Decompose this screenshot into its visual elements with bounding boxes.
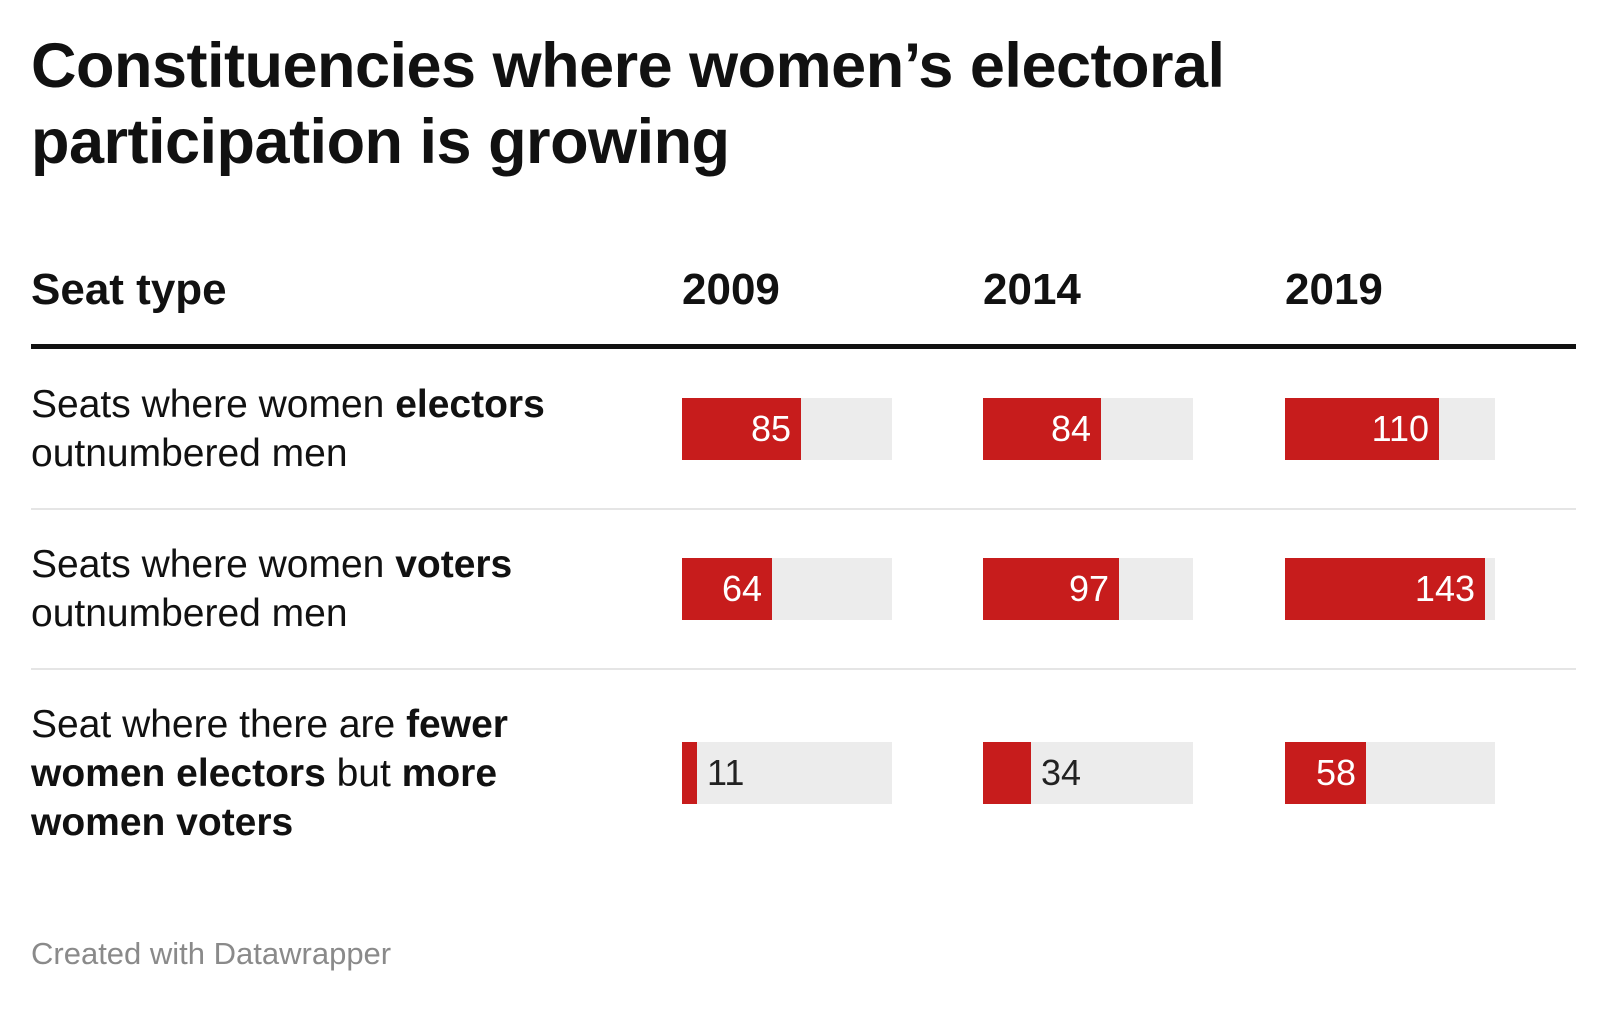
bar-track: 11 <box>682 742 892 804</box>
chart-title: Constituencies where women’s electoral p… <box>31 31 1225 177</box>
column-header-seat-type: Seat type <box>31 265 227 314</box>
bar-value-label: 34 <box>1041 752 1082 793</box>
bar-3-2009 <box>682 742 697 804</box>
row-label-part: outnumbered men <box>31 432 348 475</box>
bar-track: 84 <box>983 398 1193 460</box>
column-header-2019: 2019 <box>1285 265 1383 314</box>
row-divider <box>31 668 1576 670</box>
row-label-part: outnumbered men <box>31 592 348 635</box>
bar-value-label: 85 <box>750 408 791 449</box>
row-label-part: more women voters <box>31 752 498 844</box>
bar-track: 110 <box>1285 398 1495 460</box>
bar-track: 97 <box>983 558 1193 620</box>
bar-track: 143 <box>1285 558 1495 620</box>
bar-1-2014 <box>983 398 1101 460</box>
row-label-part: electors <box>395 383 545 426</box>
bar-1-2009 <box>682 398 801 460</box>
bar-track: 64 <box>682 558 892 620</box>
bar-1-2019 <box>1285 398 1439 460</box>
bar-3-2014 <box>983 742 1031 804</box>
header-divider <box>31 344 1576 349</box>
bar-track: 85 <box>682 398 892 460</box>
bar-2-2009 <box>682 558 772 620</box>
row-label-1: Seats where women electors outnumbered m… <box>31 380 621 478</box>
column-header-2009: 2009 <box>682 265 780 314</box>
bar-track: 58 <box>1285 742 1495 804</box>
bar-2-2019 <box>1285 558 1485 620</box>
bar-value-label: 64 <box>721 568 762 609</box>
bar-value-label: 143 <box>1414 568 1475 609</box>
row-label-part: Seats where women <box>31 543 396 586</box>
bar-value-label: 11 <box>707 752 745 793</box>
bar-value-label: 84 <box>1050 408 1091 449</box>
row-label-part: Seat where there are <box>31 703 407 746</box>
row-label-3: Seat where there are fewer women elector… <box>31 700 621 847</box>
bar-track: 34 <box>983 742 1193 804</box>
bar-2-2014 <box>983 558 1119 620</box>
column-header-2014: 2014 <box>983 265 1081 314</box>
footer-credit: Created with Datawrapper <box>31 936 392 971</box>
row-divider <box>31 508 1576 510</box>
bar-value-label: 58 <box>1315 752 1356 793</box>
row-label-part: voters <box>395 543 513 586</box>
bar-value-label: 110 <box>1371 408 1429 449</box>
row-label-2: Seats where women voters outnumbered men <box>31 540 621 638</box>
bar-3-2019 <box>1285 742 1366 804</box>
row-label-part: but <box>325 752 402 795</box>
row-label-part: Seats where women <box>31 383 396 426</box>
bar-value-label: 97 <box>1068 568 1109 609</box>
row-label-part: fewer women electors <box>31 703 508 795</box>
